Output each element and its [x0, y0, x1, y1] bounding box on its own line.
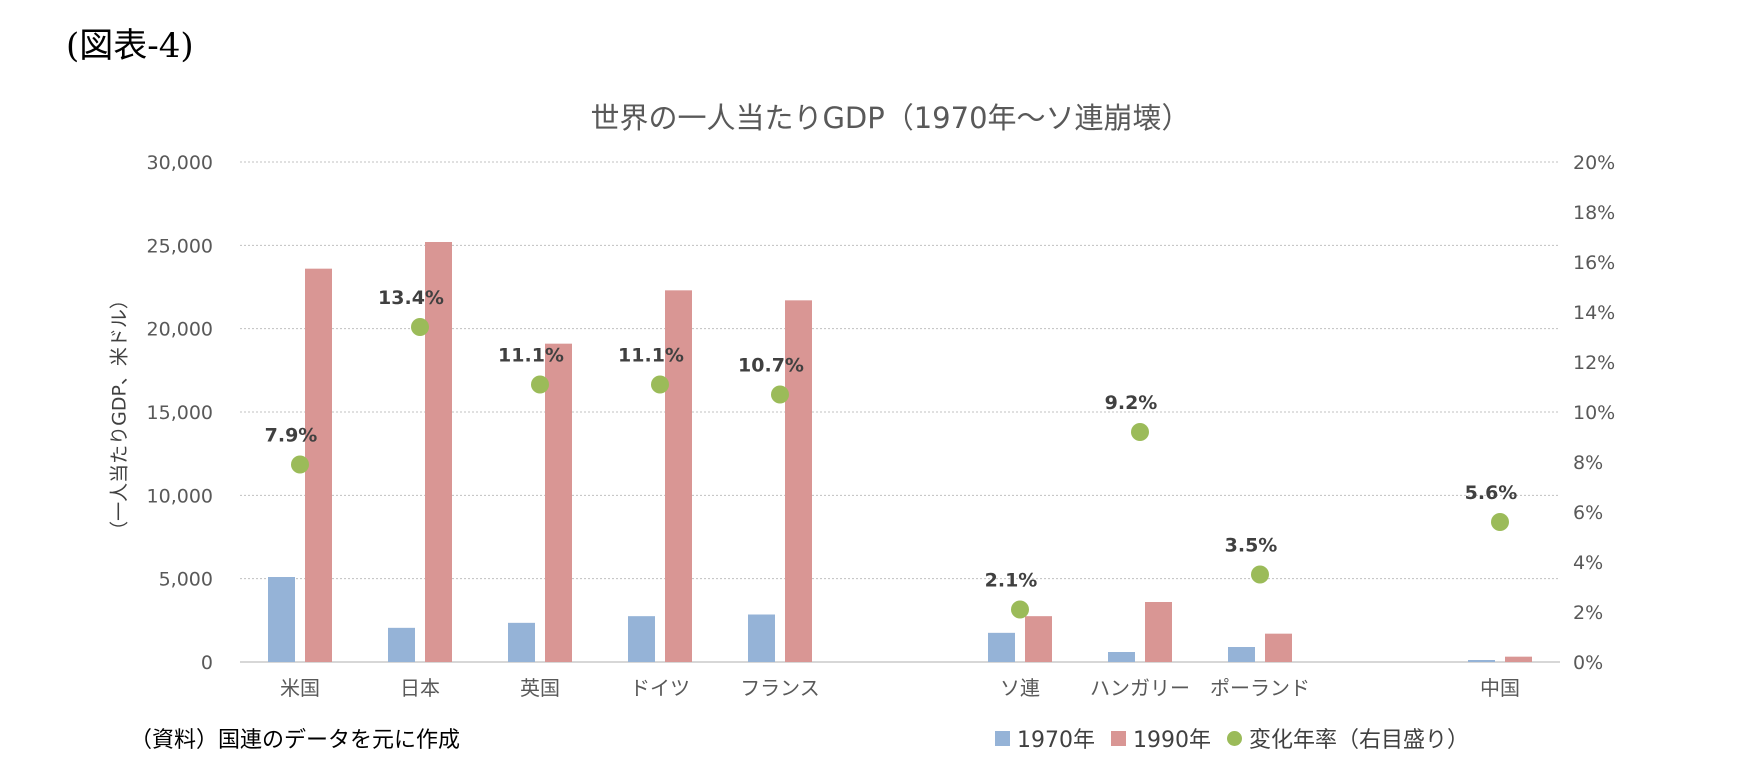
- rate-marker: [531, 375, 549, 394]
- x-tick-label: 米国: [280, 676, 320, 700]
- legend-marker-rate: [1227, 730, 1242, 746]
- x-tick-label: ソ連: [1000, 676, 1040, 700]
- rate-marker: [411, 318, 429, 336]
- bar-1990: [305, 268, 332, 662]
- rate-marker: [1251, 565, 1269, 584]
- bar-1990: [1265, 633, 1292, 662]
- x-tick-label: ポーランド: [1210, 676, 1310, 700]
- bar-1990: [785, 300, 812, 662]
- bar-1970: [1468, 660, 1495, 662]
- y2-tick-label: 16%: [1573, 252, 1615, 274]
- rate-data-label: 3.5%: [1225, 535, 1278, 557]
- y-tick-label: 20,000: [147, 319, 213, 341]
- x-tick-label: 日本: [400, 676, 440, 700]
- y2-tick-label: 4%: [1573, 552, 1603, 574]
- x-tick-label: ドイツ: [630, 676, 690, 700]
- x-tick-label: フランス: [740, 676, 820, 700]
- bar-1970: [508, 622, 535, 662]
- legend: 1970年 1990年 変化年率（右目盛り）: [995, 722, 1485, 754]
- y-tick-label: 5,000: [159, 569, 213, 591]
- bar-1970: [628, 616, 655, 662]
- rate-data-label: 5.6%: [1465, 482, 1518, 504]
- legend-label-1990: 1990年: [1133, 728, 1211, 753]
- y-tick-label: 25,000: [147, 235, 213, 257]
- legend-label-1970: 1970年: [1017, 728, 1095, 753]
- legend-item-1970: 1970年: [995, 722, 1095, 754]
- bar-1970: [988, 632, 1015, 662]
- rate-data-label: 9.2%: [1105, 392, 1158, 414]
- legend-item-1990: 1990年: [1111, 722, 1211, 754]
- bar-1970: [388, 627, 415, 662]
- bar-1990: [1145, 602, 1172, 662]
- rate-data-label: 11.1%: [498, 345, 564, 367]
- x-tick-label: ハンガリー: [1090, 676, 1190, 700]
- rate-marker: [1491, 513, 1509, 531]
- y2-tick-label: 6%: [1573, 502, 1603, 524]
- bar-1970: [268, 577, 295, 662]
- legend-swatch-1970: [995, 730, 1010, 746]
- rate-data-label: 11.1%: [618, 345, 684, 367]
- y2-tick-label: 14%: [1573, 302, 1615, 324]
- bar-1990: [545, 343, 572, 662]
- y2-tick-label: 8%: [1573, 452, 1603, 474]
- y2-tick-label: 20%: [1573, 152, 1615, 174]
- source-note: （資料）国連のデータを元に作成: [130, 728, 461, 753]
- bar-1990: [1025, 616, 1052, 662]
- y2-tick-label: 0%: [1573, 652, 1603, 674]
- x-tick-label: 中国: [1480, 676, 1520, 700]
- rate-marker: [291, 455, 309, 474]
- rate-markers: 7.9% 13.4% 11.1% 11.1% 10.7% 2.1% 9.2% 3.5% 5.6%: [265, 287, 1518, 619]
- rate-marker: [1011, 600, 1029, 619]
- x-axis-ticks: 米国 日本 英国 ドイツ フランス ソ連 ハンガリー ポーランド 中国: [280, 676, 1520, 700]
- y2-axis-ticks: 0% 2% 4% 6% 8% 10% 12% 14% 16% 18% 20%: [1573, 152, 1615, 674]
- y-tick-label: 10,000: [147, 485, 213, 507]
- rate-data-label: 7.9%: [265, 425, 318, 447]
- rate-data-label: 2.1%: [985, 570, 1038, 592]
- legend-swatch-1990: [1111, 730, 1126, 746]
- bar-1990: [425, 242, 452, 662]
- bar-1990: [1505, 656, 1532, 662]
- y-tick-label: 0: [201, 652, 213, 674]
- bar-1970: [1108, 652, 1135, 662]
- y-tick-label: 15,000: [147, 402, 213, 424]
- y2-tick-label: 18%: [1573, 202, 1615, 224]
- rate-data-label: 10.7%: [738, 355, 804, 377]
- y-tick-label: 30,000: [147, 152, 213, 174]
- legend-item-rate: 変化年率（右目盛り）: [1227, 722, 1469, 754]
- gridlines: [240, 161, 1560, 663]
- x-tick-label: 英国: [520, 676, 560, 700]
- y-axis-ticks: 0 5,000 10,000 15,000 20,000 25,000 30,000: [147, 152, 213, 674]
- rate-data-label: 13.4%: [378, 287, 444, 309]
- bar-1990: [665, 290, 692, 662]
- chart-title: 世界の一人当たりGDP（1970年～ソ連崩壊）: [590, 101, 1191, 135]
- bar-1970: [748, 614, 775, 662]
- y2-tick-label: 10%: [1573, 402, 1615, 424]
- y2-tick-label: 12%: [1573, 352, 1615, 374]
- y2-tick-label: 2%: [1573, 602, 1603, 624]
- rate-marker: [771, 385, 789, 404]
- rate-marker: [1131, 423, 1149, 441]
- bars: [268, 242, 1532, 662]
- legend-label-rate: 変化年率（右目盛り）: [1249, 728, 1470, 753]
- rate-marker: [651, 375, 669, 394]
- bar-1970: [1228, 647, 1255, 662]
- figure-label: (図表-4): [66, 26, 194, 66]
